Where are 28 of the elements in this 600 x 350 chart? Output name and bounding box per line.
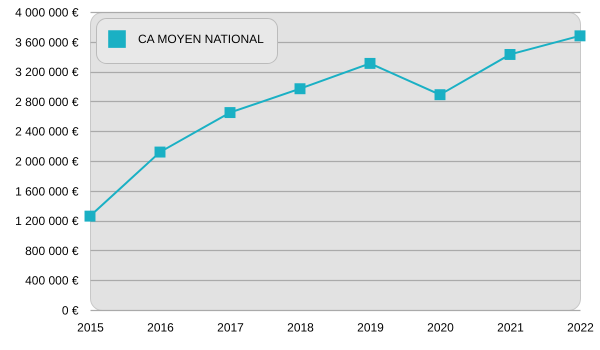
y-tick-label: 3 600 000 € — [15, 35, 79, 50]
x-tick-label: 2019 — [357, 320, 384, 334]
point — [574, 30, 586, 42]
legend-label: CA MOYEN NATIONAL — [138, 32, 264, 46]
x-tick-label: 2021 — [497, 320, 524, 334]
y-tick-label: 3 200 000 € — [15, 65, 79, 80]
point — [84, 210, 96, 222]
y-tick-label: 2 000 000 € — [15, 154, 79, 168]
x-tick-label: 2018 — [287, 320, 314, 334]
point — [434, 89, 446, 100]
y-tick-label: 800 000 € — [25, 244, 79, 258]
y-tick-label: 1 200 000 € — [15, 214, 79, 228]
x-tick-label: 2016 — [147, 320, 174, 334]
y-tick-label: 2 400 000 € — [15, 124, 79, 139]
x-tick-label: 2017 — [217, 320, 244, 334]
y-tick-label: 0 € — [62, 304, 79, 318]
x-tick-label: 2015 — [77, 320, 104, 334]
point — [364, 58, 376, 69]
y-tick-label: 4 000 000 € — [15, 6, 79, 20]
point — [294, 83, 306, 94]
point — [224, 107, 236, 118]
y-tick-label: 400 000 € — [25, 274, 79, 288]
point — [504, 48, 516, 60]
y-tick-label: 2 800 000 € — [15, 94, 79, 109]
x-tick-label: 2020 — [427, 320, 454, 334]
y-tick-label: 1 600 000 € — [15, 184, 79, 198]
point — [154, 146, 166, 158]
x-tick-label: 2022 — [567, 320, 594, 334]
